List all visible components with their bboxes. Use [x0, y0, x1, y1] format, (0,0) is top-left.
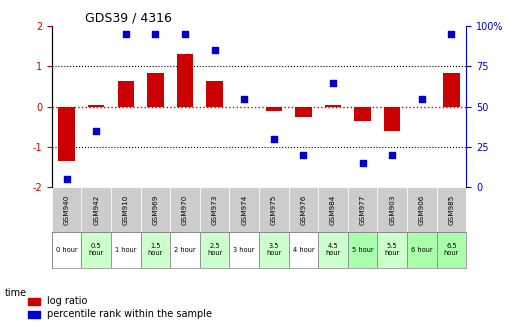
FancyBboxPatch shape — [259, 187, 289, 232]
Point — [388, 153, 396, 158]
Point — [418, 96, 426, 101]
Text: GSM985: GSM985 — [449, 195, 454, 225]
Bar — [266, 107, 282, 111]
FancyBboxPatch shape — [378, 187, 407, 232]
Point — [210, 48, 219, 53]
Text: GSM974: GSM974 — [241, 195, 247, 225]
FancyBboxPatch shape — [140, 187, 170, 232]
Text: 6 hour: 6 hour — [411, 247, 433, 253]
FancyBboxPatch shape — [52, 187, 81, 232]
Bar — [147, 73, 164, 107]
Point — [447, 32, 455, 37]
Text: GSM975: GSM975 — [271, 195, 277, 225]
FancyBboxPatch shape — [318, 187, 348, 232]
Bar — [59, 107, 75, 161]
Bar — [88, 105, 104, 107]
Text: GSM970: GSM970 — [182, 195, 188, 225]
FancyBboxPatch shape — [378, 232, 407, 268]
Text: GSM910: GSM910 — [123, 195, 129, 225]
Text: 4.5
hour: 4.5 hour — [325, 244, 341, 256]
Text: 1 hour: 1 hour — [115, 247, 137, 253]
Text: 5 hour: 5 hour — [352, 247, 373, 253]
Text: GDS39 / 4316: GDS39 / 4316 — [85, 12, 172, 25]
Text: GSM984: GSM984 — [330, 195, 336, 225]
FancyBboxPatch shape — [407, 187, 437, 232]
FancyBboxPatch shape — [170, 187, 200, 232]
Point — [240, 96, 248, 101]
FancyBboxPatch shape — [200, 187, 229, 232]
Text: 2 hour: 2 hour — [174, 247, 196, 253]
Bar — [207, 80, 223, 107]
FancyBboxPatch shape — [348, 187, 378, 232]
Point — [181, 32, 189, 37]
FancyBboxPatch shape — [52, 232, 81, 268]
Point — [299, 153, 308, 158]
Text: GSM940: GSM940 — [64, 195, 69, 225]
FancyBboxPatch shape — [170, 232, 200, 268]
Text: GSM903: GSM903 — [389, 195, 395, 225]
Bar — [384, 107, 400, 131]
Text: 5.5
hour: 5.5 hour — [384, 244, 400, 256]
Text: GSM976: GSM976 — [300, 195, 307, 225]
FancyBboxPatch shape — [200, 232, 229, 268]
FancyBboxPatch shape — [259, 232, 289, 268]
Point — [63, 177, 71, 182]
Point — [92, 129, 100, 134]
Text: GSM942: GSM942 — [93, 195, 99, 225]
Text: log ratio: log ratio — [47, 296, 87, 306]
Point — [270, 136, 278, 142]
FancyBboxPatch shape — [111, 232, 140, 268]
Point — [151, 32, 160, 37]
Text: 4 hour: 4 hour — [293, 247, 314, 253]
FancyBboxPatch shape — [229, 187, 259, 232]
Text: 0 hour: 0 hour — [56, 247, 77, 253]
Point — [358, 161, 367, 166]
Text: 3.5
hour: 3.5 hour — [266, 244, 281, 256]
Text: time: time — [5, 288, 27, 298]
Bar — [177, 54, 193, 107]
Text: 6.5
hour: 6.5 hour — [444, 244, 459, 256]
Text: percentile rank within the sample: percentile rank within the sample — [47, 309, 212, 319]
FancyBboxPatch shape — [348, 232, 378, 268]
Bar — [325, 105, 341, 107]
Text: GSM906: GSM906 — [419, 195, 425, 225]
Text: GSM977: GSM977 — [359, 195, 366, 225]
FancyBboxPatch shape — [111, 187, 140, 232]
Point — [122, 32, 130, 37]
Text: GSM973: GSM973 — [211, 195, 218, 225]
FancyBboxPatch shape — [81, 187, 111, 232]
Text: 1.5
hour: 1.5 hour — [148, 244, 163, 256]
FancyBboxPatch shape — [437, 232, 466, 268]
FancyBboxPatch shape — [407, 232, 437, 268]
Bar — [354, 107, 371, 121]
FancyBboxPatch shape — [318, 232, 348, 268]
FancyBboxPatch shape — [140, 232, 170, 268]
FancyBboxPatch shape — [437, 187, 466, 232]
FancyBboxPatch shape — [289, 187, 318, 232]
Bar — [118, 80, 134, 107]
Text: 2.5
hour: 2.5 hour — [207, 244, 222, 256]
Text: GSM969: GSM969 — [152, 195, 159, 225]
FancyBboxPatch shape — [229, 232, 259, 268]
Bar — [443, 73, 459, 107]
Bar — [295, 107, 311, 117]
Text: 3 hour: 3 hour — [234, 247, 255, 253]
Point — [329, 80, 337, 85]
Text: 0.5
hour: 0.5 hour — [89, 244, 104, 256]
FancyBboxPatch shape — [81, 232, 111, 268]
FancyBboxPatch shape — [289, 232, 318, 268]
